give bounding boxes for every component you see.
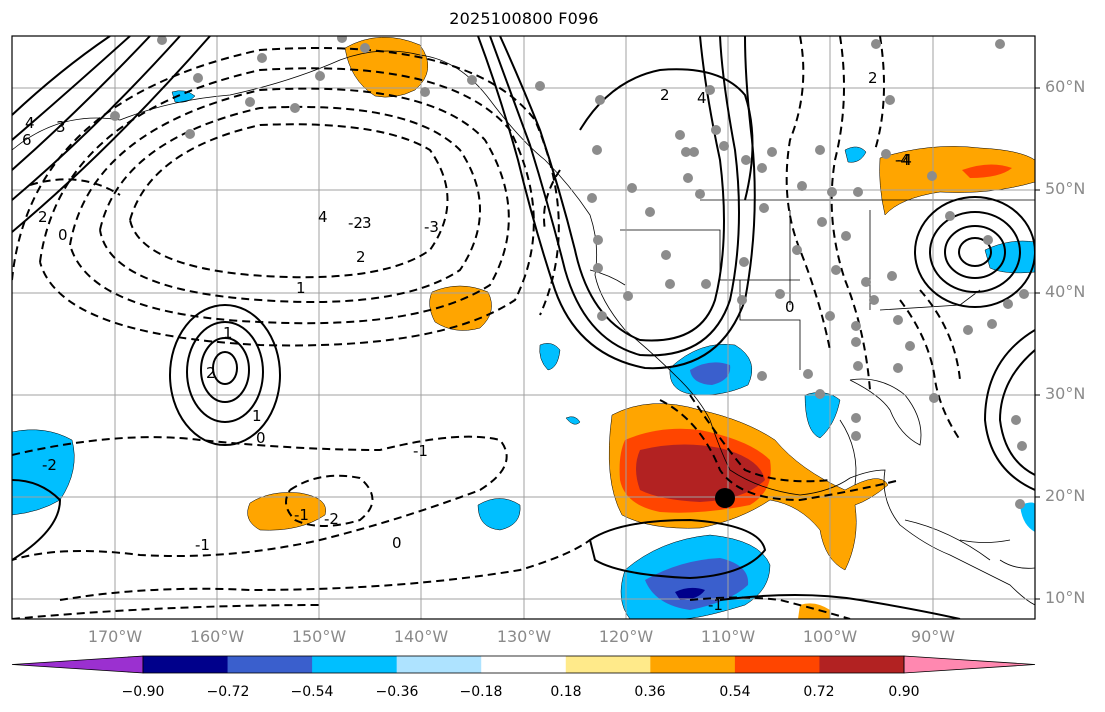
- svg-text:-1: -1: [294, 506, 309, 524]
- svg-text:2: 2: [868, 69, 878, 87]
- lon-label-100w: 100°W: [802, 627, 858, 646]
- lon-label-150w: 150°W: [291, 627, 347, 646]
- svg-text:-1: -1: [413, 442, 428, 460]
- lon-label-160w: 160°W: [189, 627, 245, 646]
- svg-text:0: 0: [392, 534, 402, 552]
- svg-text:-1: -1: [708, 596, 723, 614]
- colorbar-tick: −0.54: [290, 684, 334, 700]
- colorbar-segment: [227, 656, 313, 673]
- lat-label-40n: 40°N: [1045, 282, 1086, 301]
- svg-text:4: 4: [25, 114, 35, 132]
- lon-label-110w: 110°W: [700, 627, 756, 646]
- storm-center-marker: [715, 488, 735, 508]
- svg-text:2: 2: [660, 86, 670, 104]
- svg-text:0: 0: [58, 226, 68, 244]
- svg-text:-3: -3: [424, 218, 439, 236]
- colorbar-segment: [734, 656, 820, 673]
- contour-labels: 4 3 2 1 0 -1 -2 -3 -4 2 4 1 -1 0 -1 -2 2…: [22, 69, 912, 614]
- colorbar-segment: [312, 656, 398, 673]
- lon-label-140w: 140°W: [393, 627, 449, 646]
- colorbar-tick: 0.36: [634, 684, 666, 700]
- map-title: 2025100800 F096: [449, 9, 599, 28]
- colorbar-tick: 0.72: [803, 684, 835, 700]
- colorbar-tick: −0.36: [375, 684, 419, 700]
- colorbar-tick: −0.72: [206, 684, 250, 700]
- colorbar-segment: [11, 655, 144, 674]
- lat-label-50n: 50°N: [1045, 179, 1086, 198]
- lat-ticks: [1035, 87, 1040, 600]
- colorbar-segment: [396, 656, 482, 673]
- svg-text:2: 2: [206, 364, 216, 382]
- colorbar-tick: −0.18: [459, 684, 503, 700]
- colorbar-segment: [650, 656, 736, 673]
- svg-text:3: 3: [56, 118, 66, 136]
- svg-text:-4: -4: [897, 151, 912, 169]
- svg-text:4: 4: [318, 208, 328, 226]
- svg-text:2: 2: [38, 208, 48, 226]
- colorbar-segment: [565, 656, 651, 673]
- lat-label-10n: 10°N: [1045, 588, 1086, 607]
- svg-text:6: 6: [22, 131, 32, 149]
- colorbar-tick: 0.54: [719, 684, 751, 700]
- svg-text:3: 3: [362, 214, 372, 232]
- lon-label-90w: 90°W: [910, 627, 956, 646]
- station-markers: [110, 36, 1029, 509]
- svg-text:-2: -2: [348, 214, 363, 232]
- svg-text:-2: -2: [42, 456, 57, 474]
- lat-label-20n: 20°N: [1045, 486, 1086, 505]
- colorbar-segment: [819, 656, 905, 673]
- svg-text:-4: -4: [895, 151, 910, 169]
- lon-label-170w: 170°W: [87, 627, 143, 646]
- negative-contours: [12, 36, 961, 619]
- svg-text:0: 0: [256, 429, 266, 447]
- colorbar-tick: 0.18: [550, 684, 582, 700]
- lat-label-60n: 60°N: [1045, 77, 1086, 96]
- svg-text:1: 1: [252, 407, 262, 425]
- colorbar-tick: −0.90: [121, 684, 165, 700]
- svg-text:2: 2: [356, 248, 366, 266]
- graticule: [12, 36, 1035, 619]
- svg-text:1: 1: [223, 324, 233, 342]
- svg-text:1: 1: [296, 279, 306, 297]
- lon-label-120w: 120°W: [598, 627, 654, 646]
- lon-label-130w: 130°W: [496, 627, 552, 646]
- lat-label-30n: 30°N: [1045, 384, 1086, 403]
- svg-text:4: 4: [697, 89, 707, 107]
- svg-text:-1: -1: [195, 536, 210, 554]
- svg-text:-2: -2: [324, 510, 339, 528]
- svg-text:0: 0: [785, 298, 795, 316]
- map-frame: [11, 35, 1036, 620]
- contours: [12, 36, 1035, 619]
- colorbar-segment: [481, 656, 567, 673]
- colorbar-segment: [903, 655, 1036, 674]
- colorbar-tick: 0.90: [888, 684, 920, 700]
- colorbar-segment: [143, 656, 229, 673]
